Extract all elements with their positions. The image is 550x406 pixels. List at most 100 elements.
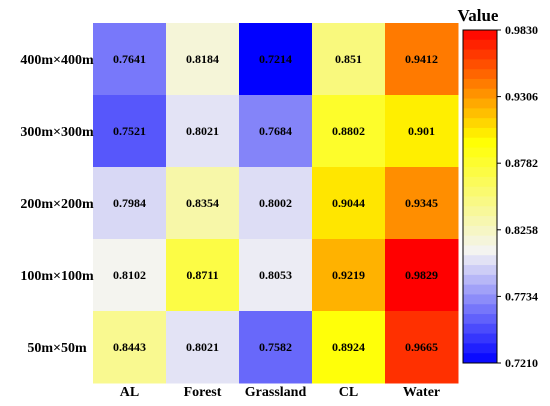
colorbar-tick-labels: 0.9830 0.9306 0.8782 0.8258 0.7734 0.7210 bbox=[497, 23, 538, 370]
heatmap-cell bbox=[166, 95, 240, 168]
colorbar-tick-label: 0.7210 bbox=[505, 356, 538, 370]
cell-value-label: 0.7641 bbox=[113, 52, 146, 66]
cell-value-label: 0.9412 bbox=[405, 52, 438, 66]
colorbar-band bbox=[463, 108, 497, 119]
x-tick-label: Grassland bbox=[245, 385, 307, 400]
heatmap-cell bbox=[385, 23, 459, 96]
colorbar-band bbox=[463, 78, 497, 90]
colorbar-band bbox=[463, 284, 497, 295]
cell-value-label: 0.7521 bbox=[113, 124, 146, 138]
colorbar-band bbox=[463, 167, 497, 178]
heatmap-cell bbox=[93, 23, 167, 96]
heatmap-cell bbox=[166, 167, 240, 240]
colorbar-band bbox=[463, 216, 497, 227]
colorbar-band bbox=[463, 147, 497, 158]
colorbar-band bbox=[463, 206, 497, 217]
colorbar-band bbox=[463, 88, 497, 99]
colorbar-band bbox=[463, 294, 497, 305]
cell-value-label: 0.7984 bbox=[113, 196, 146, 210]
cell-value-label: 0.851 bbox=[335, 52, 362, 66]
heatmap-cell bbox=[93, 95, 167, 168]
heatmap-cell bbox=[93, 239, 167, 312]
colorbar-band bbox=[463, 245, 497, 256]
colorbar-band bbox=[463, 225, 497, 237]
heatmap-cell bbox=[239, 311, 313, 384]
heatmap-cell bbox=[312, 23, 386, 96]
cell-value-label: 0.8802 bbox=[332, 124, 365, 138]
colorbar-band bbox=[463, 353, 497, 364]
colorbar-band bbox=[463, 59, 497, 70]
colorbar-band bbox=[463, 304, 497, 315]
cell-value-label: 0.7214 bbox=[259, 52, 292, 66]
cell-value-label: 0.8443 bbox=[113, 340, 146, 354]
y-tick-label: 300m×300m bbox=[20, 125, 94, 140]
heatmap-cell bbox=[166, 23, 240, 96]
heatmap-cell bbox=[239, 95, 313, 168]
cell-value-label: 0.8021 bbox=[186, 340, 219, 354]
x-tick-label: AL bbox=[120, 385, 139, 400]
heatmap-cells bbox=[93, 23, 459, 384]
heatmap-cell bbox=[239, 239, 313, 312]
colorbar-band bbox=[463, 314, 497, 325]
colorbar-tick-label: 0.9830 bbox=[505, 23, 538, 37]
cell-value-label: 0.7684 bbox=[259, 124, 292, 138]
heatmap-cell bbox=[166, 239, 240, 312]
heatmap-cell bbox=[312, 311, 386, 384]
cell-value-label: 0.901 bbox=[408, 124, 435, 138]
heatmap-cell bbox=[385, 95, 459, 168]
colorbar-band bbox=[463, 127, 497, 139]
heatmap-cell bbox=[239, 167, 313, 240]
cell-value-label: 0.8021 bbox=[186, 124, 219, 138]
colorbar-tick-label: 0.8782 bbox=[505, 156, 538, 170]
cell-value-label: 0.8184 bbox=[186, 52, 219, 66]
colorbar-band bbox=[463, 274, 497, 286]
colorbar-band bbox=[463, 69, 497, 80]
cell-value-label: 0.8924 bbox=[332, 340, 365, 354]
heatmap-cell bbox=[166, 311, 240, 384]
cell-value-label: 0.7582 bbox=[259, 340, 292, 354]
colorbar-tick-label: 0.9306 bbox=[505, 90, 538, 104]
colorbar bbox=[462, 29, 498, 364]
heatmap-cell bbox=[385, 239, 459, 312]
y-tick-label: 200m×200m bbox=[20, 197, 94, 212]
colorbar-tick-label: 0.8258 bbox=[505, 223, 538, 237]
heatmap-cell bbox=[239, 23, 313, 96]
cell-value-label: 0.9665 bbox=[405, 340, 438, 354]
x-tick-label: CL bbox=[339, 385, 358, 400]
heatmap-cell bbox=[93, 167, 167, 240]
colorbar-band bbox=[463, 235, 497, 246]
colorbar-band bbox=[463, 196, 497, 207]
y-axis-labels: 400m×400m 300m×300m 200m×200m 100m×100m 50m×… bbox=[20, 53, 94, 356]
cell-value-label: 0.9044 bbox=[332, 196, 365, 210]
heatmap-cell bbox=[312, 239, 386, 312]
colorbar-band bbox=[463, 157, 497, 168]
cell-value-label: 0.8102 bbox=[113, 268, 146, 282]
cell-value-label: 0.9345 bbox=[405, 196, 438, 210]
colorbar-band bbox=[463, 255, 497, 266]
x-axis-labels: AL Forest Grassland CL Water bbox=[120, 385, 440, 400]
colorbar-title: Value bbox=[458, 6, 499, 25]
heatmap-cell-labels: 0.7641 0.8184 0.7214 0.851 0.9412 0.7521 0.802… bbox=[113, 52, 438, 354]
colorbar-tick-label: 0.7734 bbox=[505, 289, 538, 303]
y-tick-label: 400m×400m bbox=[20, 53, 94, 68]
cell-value-label: 0.9829 bbox=[405, 268, 438, 282]
x-tick-label: Forest bbox=[184, 385, 222, 400]
heatmap-cell bbox=[93, 311, 167, 384]
heatmap-cell bbox=[312, 95, 386, 168]
cell-value-label: 0.8053 bbox=[259, 268, 292, 282]
colorbar-band bbox=[463, 265, 497, 276]
y-tick-label: 100m×100m bbox=[20, 269, 94, 284]
heatmap-cell bbox=[385, 167, 459, 240]
colorbar-band bbox=[463, 186, 497, 197]
colorbar-band bbox=[463, 98, 497, 109]
cell-value-label: 0.8354 bbox=[186, 196, 219, 210]
cell-value-label: 0.8002 bbox=[259, 196, 292, 210]
colorbar-band bbox=[463, 333, 497, 344]
colorbar-frame bbox=[462, 29, 498, 364]
heatmap-cell bbox=[312, 167, 386, 240]
colorbar-band bbox=[463, 49, 497, 60]
x-tick-label: Water bbox=[403, 385, 440, 400]
colorbar-band bbox=[463, 30, 497, 41]
colorbar-band bbox=[463, 323, 497, 335]
